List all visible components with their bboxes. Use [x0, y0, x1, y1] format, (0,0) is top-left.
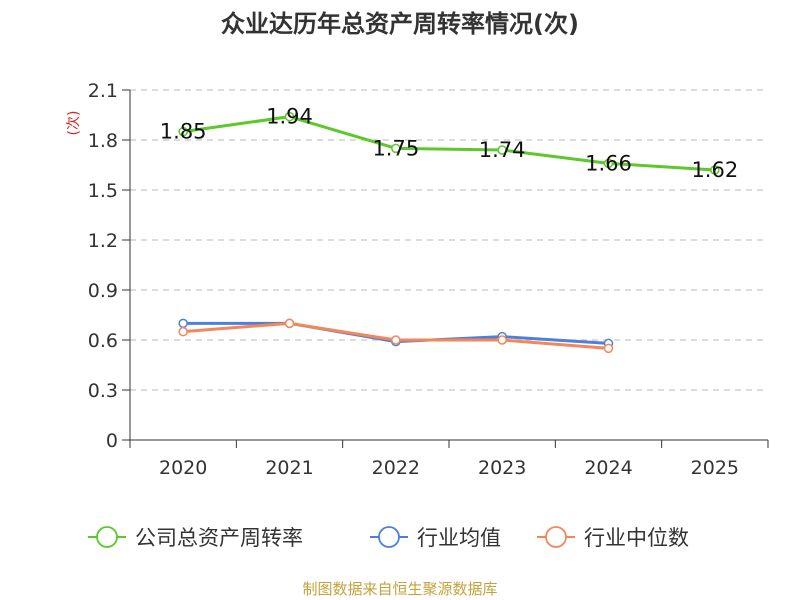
- y-tick-label: 0: [106, 430, 118, 452]
- data-label: 1.94: [266, 105, 313, 129]
- series-line-1: [182, 115, 715, 172]
- data-point: [178, 126, 188, 137]
- x-tick-label: 2024: [584, 457, 632, 479]
- data-point: [497, 145, 507, 155]
- y-tick-label: 0.9: [88, 280, 118, 302]
- data-point: [178, 326, 188, 337]
- y-tick-label: 0.6: [88, 330, 118, 352]
- data-point: [391, 143, 401, 154]
- data-point: [603, 158, 614, 169]
- data-point: [710, 165, 720, 175]
- y-tick-label: 1.5: [88, 180, 118, 202]
- x-tick-label: 2022: [372, 457, 420, 479]
- data-point: [178, 318, 188, 329]
- legend-marker: [545, 526, 567, 548]
- legend-marker: [378, 526, 400, 548]
- data-label: 1.74: [479, 138, 526, 162]
- axis-layer: 0 0.3 0.6 0.9 1.2 1.5 1.8 2.1 2020 2021 2022 2023 20…: [66, 80, 769, 479]
- x-tick-label: 2023: [478, 457, 526, 479]
- chart-title: 众业达历年总资产周转率情况(次): [221, 10, 579, 38]
- x-tick-label: 2021: [265, 457, 313, 479]
- legend-label: 公司总资产周转率: [135, 526, 303, 550]
- label-layer: 1.85 1.94 1.75 1.74 1.66 1.62: [160, 105, 738, 182]
- legend-marker: [96, 526, 118, 548]
- y-tick-label: 1.2: [88, 230, 118, 252]
- y-tick-label: 0.3: [88, 380, 118, 402]
- y-tick-label: 2.1: [88, 80, 118, 102]
- y-axis-unit-label: (次): [66, 111, 82, 136]
- data-point: [603, 343, 614, 354]
- data-point: [284, 111, 295, 122]
- y-tick-label: 1.8: [88, 130, 118, 152]
- x-tick-label: 2020: [159, 457, 207, 479]
- data-point: [284, 318, 295, 329]
- data-label: 1.62: [691, 158, 738, 182]
- legend: 公司总资产周转率 行业均值 行业中位数: [88, 526, 689, 550]
- legend-label: 行业中位数: [584, 526, 689, 550]
- data-source: 制图数据来自恒生聚源数据库: [302, 580, 498, 598]
- data-label: 1.85: [160, 120, 207, 144]
- data-label: 1.75: [372, 136, 419, 160]
- series-layer: [178, 111, 720, 354]
- data-point: [497, 335, 507, 345]
- x-tick-label: 2025: [691, 457, 739, 479]
- legend-label: 行业均值: [417, 526, 501, 550]
- grid-layer: [130, 89, 768, 391]
- data-point: [391, 335, 401, 345]
- data-label: 1.66: [585, 151, 632, 175]
